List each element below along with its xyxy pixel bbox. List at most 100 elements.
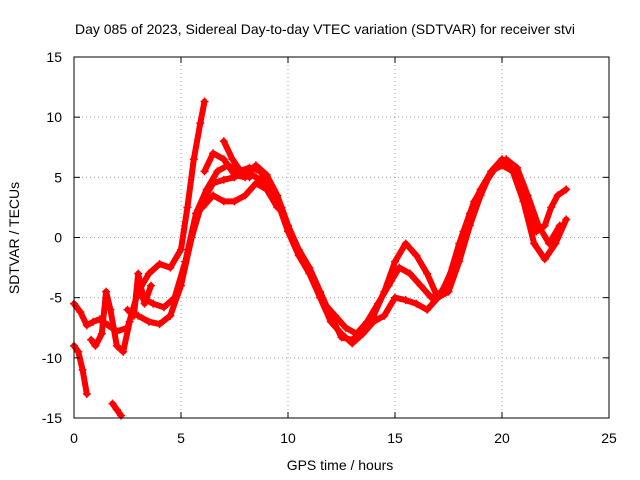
data-point	[423, 305, 432, 314]
data-point	[401, 239, 410, 248]
data-point	[196, 119, 205, 128]
data-point	[87, 335, 96, 344]
data-point	[230, 197, 239, 206]
data-point	[562, 185, 571, 194]
data-point	[144, 269, 153, 278]
series-line-track-4	[139, 156, 563, 337]
data-point	[236, 167, 245, 176]
x-tick-label: 5	[177, 430, 185, 446]
data-series	[70, 97, 571, 420]
data-point	[78, 365, 87, 374]
data-point	[412, 251, 421, 260]
data-point	[341, 323, 350, 332]
data-point	[540, 255, 549, 264]
data-point	[423, 269, 432, 278]
data-point	[200, 167, 209, 176]
series-line-track-1	[71, 98, 208, 335]
data-point	[309, 275, 318, 284]
data-point	[395, 263, 404, 272]
data-point	[155, 320, 164, 329]
series-line-track-7	[71, 342, 90, 397]
y-tick-label: -5	[50, 290, 63, 306]
data-point	[200, 97, 209, 106]
data-point	[97, 329, 106, 338]
data-point	[553, 191, 562, 200]
data-point	[159, 303, 168, 312]
data-point	[209, 149, 218, 158]
data-point	[112, 341, 121, 350]
series-line-track-8	[88, 288, 133, 355]
data-point	[288, 233, 297, 242]
x-tick-label: 20	[494, 430, 510, 446]
x-tick-label: 15	[387, 430, 403, 446]
series-line-track-5	[199, 180, 281, 211]
data-point	[547, 203, 556, 212]
data-point	[228, 155, 237, 164]
data-point	[523, 191, 532, 200]
data-point	[326, 317, 335, 326]
data-point	[363, 317, 372, 326]
data-point	[245, 173, 254, 182]
data-point	[273, 203, 282, 212]
data-point	[125, 317, 134, 326]
data-point	[337, 329, 346, 338]
data-point	[189, 155, 198, 164]
data-point	[380, 311, 389, 320]
data-point	[224, 161, 233, 170]
data-point	[134, 269, 143, 278]
data-point	[262, 185, 271, 194]
y-tick-label: 15	[46, 49, 62, 65]
y-tick-label: 10	[46, 109, 62, 125]
data-point	[112, 405, 121, 414]
y-tick-label: 0	[54, 230, 62, 246]
data-point	[416, 281, 425, 290]
data-point	[202, 185, 211, 194]
data-point	[108, 399, 117, 408]
data-point	[391, 293, 399, 302]
data-point	[491, 163, 500, 172]
data-point	[170, 293, 179, 302]
data-point	[331, 311, 340, 320]
data-point	[106, 305, 115, 314]
data-point	[149, 299, 158, 308]
data-point	[438, 287, 447, 296]
data-point	[519, 197, 528, 206]
data-point	[198, 203, 207, 212]
data-point	[352, 329, 361, 338]
data-point	[427, 293, 436, 302]
data-point	[219, 197, 228, 206]
data-point	[459, 227, 468, 236]
data-point	[256, 167, 265, 176]
data-point	[480, 179, 489, 188]
x-axis-label: GPS time / hours	[287, 457, 394, 473]
data-point	[102, 287, 111, 296]
x-tick-label: 0	[70, 430, 78, 446]
data-point	[530, 239, 539, 248]
data-point	[82, 321, 91, 330]
data-point	[140, 299, 149, 308]
data-point	[512, 163, 521, 172]
grid	[74, 57, 609, 418]
data-point	[562, 215, 571, 224]
y-tick-label: -15	[42, 410, 62, 426]
data-point	[470, 197, 479, 206]
data-point	[144, 317, 153, 326]
data-point	[91, 341, 100, 350]
data-point	[183, 203, 192, 212]
data-point	[219, 175, 228, 184]
data-point	[348, 339, 357, 348]
data-point	[241, 191, 250, 200]
data-point	[245, 163, 254, 172]
data-point	[129, 311, 138, 320]
data-point	[213, 167, 222, 176]
data-point	[298, 257, 307, 266]
data-point	[412, 299, 421, 308]
data-point	[166, 263, 175, 272]
data-point	[82, 389, 91, 398]
axis-ticks: 0 5 10 15 20 25 -15 -10 -5 0 5 10 15	[42, 49, 617, 446]
data-point	[89, 317, 98, 326]
data-point	[230, 173, 239, 182]
data-point	[209, 191, 218, 200]
data-point	[177, 245, 185, 254]
